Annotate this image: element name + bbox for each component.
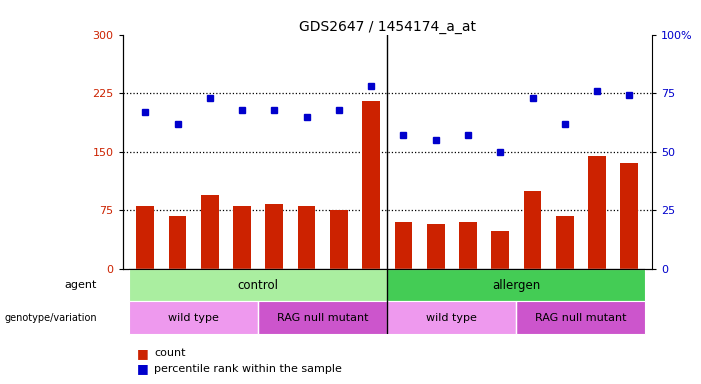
Bar xyxy=(201,195,219,269)
Text: genotype/variation: genotype/variation xyxy=(4,313,97,323)
Text: RAG null mutant: RAG null mutant xyxy=(535,313,627,323)
Bar xyxy=(330,210,348,269)
Bar xyxy=(517,301,646,334)
Text: control: control xyxy=(238,279,279,291)
Text: wild type: wild type xyxy=(168,313,219,323)
Bar xyxy=(524,191,541,269)
Text: allergen: allergen xyxy=(492,279,540,291)
Text: count: count xyxy=(154,348,186,358)
Title: GDS2647 / 1454174_a_at: GDS2647 / 1454174_a_at xyxy=(299,20,476,33)
Bar xyxy=(388,269,646,301)
Bar xyxy=(258,301,388,334)
Bar xyxy=(137,206,154,269)
Bar xyxy=(129,269,388,301)
Bar xyxy=(491,231,509,269)
Bar xyxy=(266,204,283,269)
Bar xyxy=(388,301,517,334)
Bar xyxy=(459,222,477,269)
Bar xyxy=(129,301,258,334)
Bar xyxy=(298,206,315,269)
Bar xyxy=(556,216,573,269)
Text: agent: agent xyxy=(64,280,97,290)
Bar xyxy=(233,206,251,269)
Bar xyxy=(395,222,412,269)
Text: percentile rank within the sample: percentile rank within the sample xyxy=(154,364,342,374)
Bar xyxy=(588,156,606,269)
Bar xyxy=(427,223,444,269)
Text: ■: ■ xyxy=(137,362,149,375)
Text: ■: ■ xyxy=(137,347,149,360)
Bar xyxy=(169,216,186,269)
Bar xyxy=(362,101,380,269)
Text: wild type: wild type xyxy=(426,313,477,323)
Bar xyxy=(620,164,638,269)
Text: RAG null mutant: RAG null mutant xyxy=(277,313,369,323)
